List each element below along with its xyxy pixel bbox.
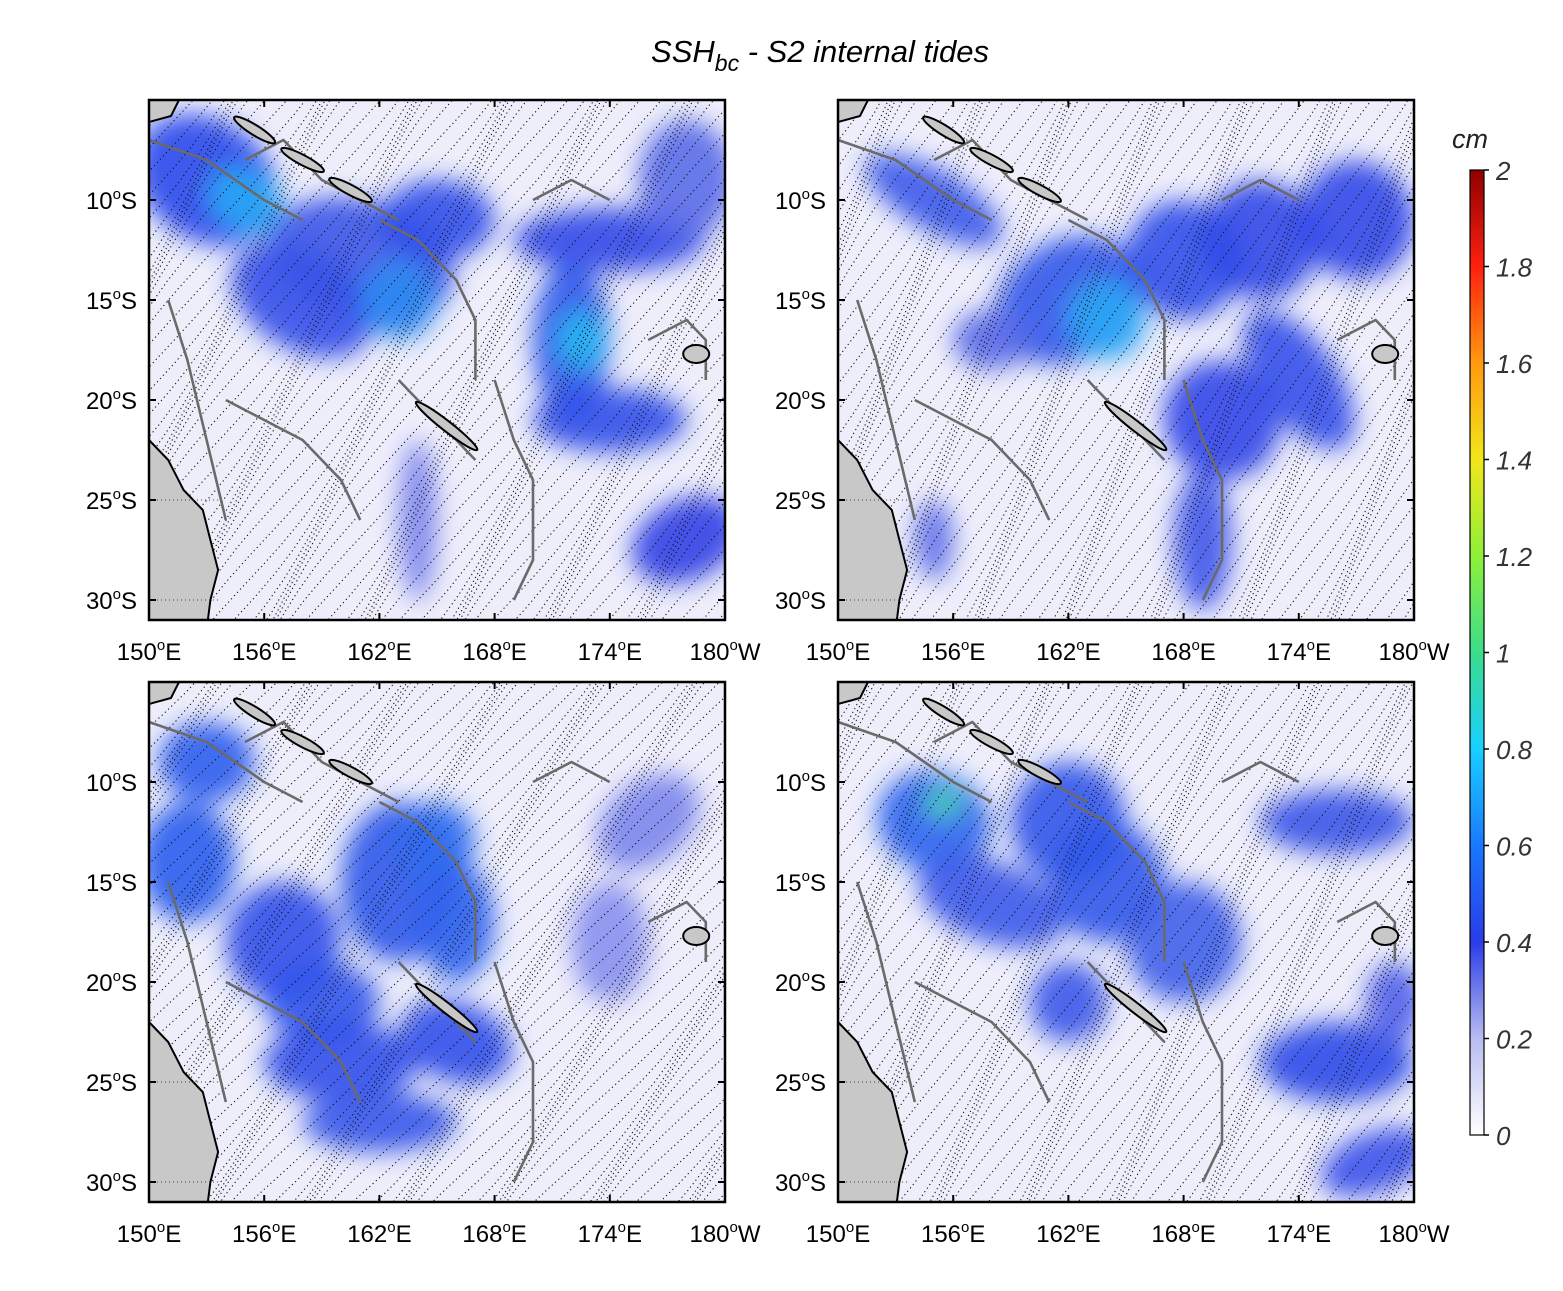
amplitude-patch xyxy=(915,500,953,580)
x-tick-label: 162oE xyxy=(347,637,411,666)
y-tick-label: 10oS xyxy=(775,768,826,797)
x-tick-label: 168oE xyxy=(1151,1219,1215,1248)
y-tick-label: 30oS xyxy=(775,586,826,615)
x-tick-label: 180oW xyxy=(1378,637,1449,666)
amplitude-patch xyxy=(953,310,1030,370)
y-tick-label: 15oS xyxy=(86,286,137,315)
amplitude-patch xyxy=(558,310,604,370)
fiji-island xyxy=(1372,927,1398,945)
x-tick-label: 174oE xyxy=(578,1219,642,1248)
colorbar-tick-label: 1.4 xyxy=(1496,446,1532,476)
colorbar-tick-label: 1.8 xyxy=(1496,253,1533,283)
x-tick-label: 150oE xyxy=(806,1219,870,1248)
x-tick-label: 168oE xyxy=(462,637,526,666)
y-tick-label: 25oS xyxy=(86,486,137,515)
y-tick-label: 15oS xyxy=(775,286,826,315)
x-tick-label: 150oE xyxy=(117,637,181,666)
x-tick-label: 174oE xyxy=(578,637,642,666)
colorbar-tick-label: 0.2 xyxy=(1496,1025,1533,1055)
x-tick-label: 162oE xyxy=(1036,1219,1100,1248)
x-tick-label: 180oW xyxy=(689,1219,760,1248)
x-tick-label: 180oW xyxy=(1378,1219,1449,1248)
colorbar: 0 0.2 0.4 0.6 0.8 1 1.2 1.4 1.6 1.8 2 xyxy=(1470,156,1533,1151)
y-tick-label: 10oS xyxy=(775,186,826,215)
x-tick-label: 168oE xyxy=(462,1219,526,1248)
x-tick-label: 162oE xyxy=(347,1219,411,1248)
x-tick-label: 156oE xyxy=(921,1219,985,1248)
amplitude-patch xyxy=(924,786,962,818)
y-tick-label: 15oS xyxy=(775,868,826,897)
y-tick-label: 20oS xyxy=(86,968,137,997)
y-tick-label: 20oS xyxy=(775,968,826,997)
x-tick-label: 150oE xyxy=(806,637,870,666)
amplitude-patch xyxy=(399,440,437,600)
x-tick-label: 156oE xyxy=(232,1219,296,1248)
x-tick-label: 150oE xyxy=(117,1219,181,1248)
colorbar-tick-label: 0.8 xyxy=(1496,735,1533,765)
y-tick-label: 25oS xyxy=(775,1068,826,1097)
x-tick-label: 168oE xyxy=(1151,637,1215,666)
y-tick-label: 20oS xyxy=(86,386,137,415)
fiji-island xyxy=(683,927,709,945)
x-tick-label: 174oE xyxy=(1267,1219,1331,1248)
y-tick-label: 10oS xyxy=(86,186,137,215)
x-tick-label: 156oE xyxy=(921,637,985,666)
colorbar-tick-label: 1.2 xyxy=(1496,542,1533,572)
amplitude-patch xyxy=(571,882,648,1002)
amplitude-patch xyxy=(159,722,255,802)
x-tick-label: 162oE xyxy=(1036,637,1100,666)
y-tick-label: 20oS xyxy=(775,386,826,415)
amplitude-patch xyxy=(639,120,735,240)
amplitude-patch xyxy=(139,802,235,922)
y-tick-label: 15oS xyxy=(86,868,137,897)
x-tick-label: 180oW xyxy=(689,637,760,666)
colorbar-tick-label: 0.6 xyxy=(1496,832,1533,862)
fiji-island xyxy=(1372,345,1398,363)
y-tick-label: 25oS xyxy=(86,1068,137,1097)
x-tick-label: 174oE xyxy=(1267,637,1331,666)
y-tick-label: 30oS xyxy=(775,1168,826,1197)
amplitude-patch xyxy=(1260,790,1414,854)
fiji-island xyxy=(683,345,709,363)
x-tick-label: 156oE xyxy=(232,637,296,666)
colorbar-tick-label: 0.4 xyxy=(1496,928,1532,958)
colorbar-bar xyxy=(1470,170,1484,1135)
amplitude-patch xyxy=(418,862,495,982)
colorbar-tick-label: 0 xyxy=(1496,1121,1511,1151)
colorbar-tick-label: 1 xyxy=(1496,639,1510,669)
colorbar-tick-label: 1.6 xyxy=(1496,349,1533,379)
y-tick-label: 10oS xyxy=(86,768,137,797)
amplitude-patch xyxy=(303,1092,457,1152)
amplitude-patch xyxy=(1030,962,1107,1042)
colorbar-tick-label: 2 xyxy=(1495,156,1511,186)
y-tick-label: 30oS xyxy=(86,1168,137,1197)
y-tick-label: 25oS xyxy=(775,486,826,515)
y-tick-label: 30oS xyxy=(86,586,137,615)
